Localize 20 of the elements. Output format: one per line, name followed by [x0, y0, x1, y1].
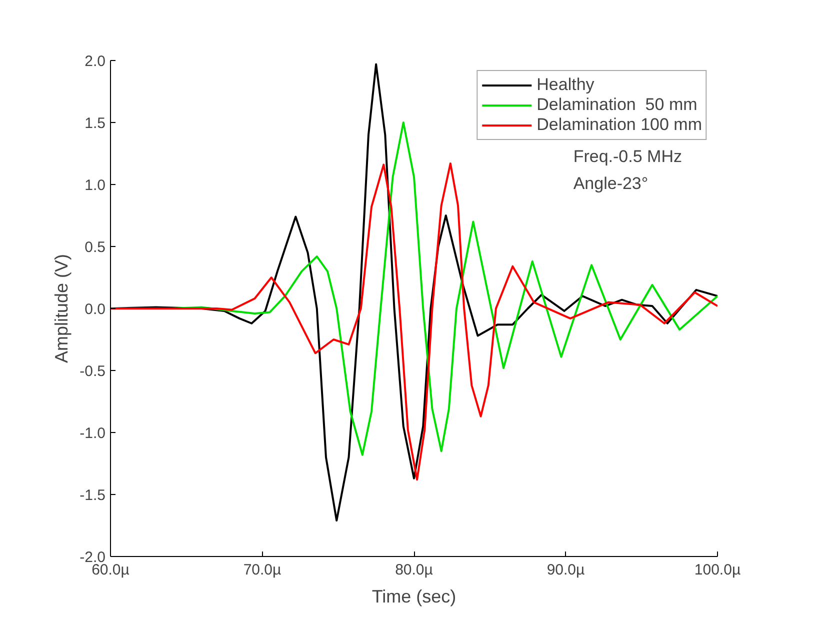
y-tick-label: -1.5 [80, 487, 106, 504]
y-tick-label: 2.0 [84, 53, 106, 70]
x-tick-label: 60.0µ [92, 562, 130, 578]
y-tick-label: 0.0 [84, 301, 106, 318]
x-tick-label: 90.0µ [546, 562, 586, 578]
y-tick-label: 1.0 [84, 177, 106, 194]
y-tick-label: -0.5 [80, 363, 106, 380]
x-tick-label: 70.0µ [243, 562, 282, 578]
y-tick-label: 1.5 [84, 115, 106, 132]
x-tick-label: 80.0µ [395, 562, 434, 578]
annotation: Angle-23° [573, 174, 648, 194]
legend-label: Delamination 100 mm [536, 115, 702, 135]
legend-label: Healthy [536, 75, 594, 95]
x-tick-label: 100.0µ [694, 562, 741, 578]
annotation: Freq.-0.5 MHz [573, 146, 682, 166]
legend-label: Delamination 50 mm [536, 95, 698, 115]
y-axis-title: Amplitude (V) [52, 254, 72, 364]
x-axis-title: Time (sec) [372, 586, 456, 606]
y-tick-label: 0.5 [84, 239, 106, 256]
y-tick-label: -1.0 [80, 425, 106, 442]
